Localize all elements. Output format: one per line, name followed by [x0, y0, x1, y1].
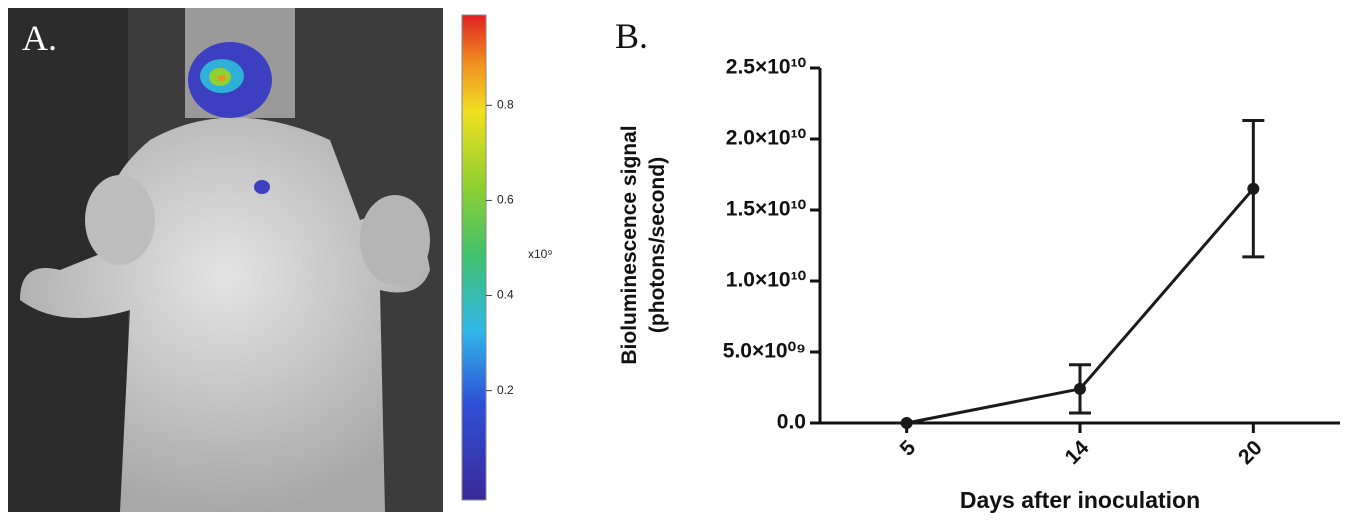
x-tick-label: 5 [896, 436, 921, 461]
x-axis-label: Days after inoculation [960, 487, 1200, 513]
y-tick-label: 5.0×10⁰⁹ [723, 340, 806, 363]
colorbar-tick-label: 0.8 [497, 98, 514, 112]
y-tick-label: 2.0×10¹⁰ [726, 127, 807, 150]
data-point [1247, 182, 1260, 195]
mouse-image [8, 8, 443, 512]
y-tick-label: 1.5×10¹⁰ [726, 198, 807, 221]
panel-label: B. [615, 16, 648, 56]
x-tick-label: 14 [1061, 436, 1094, 469]
data-point [900, 417, 913, 429]
colorbar-tick-label: 0.4 [497, 288, 514, 302]
y-axis-label: Bioluminescence signal [618, 125, 641, 364]
y-tick-label: 0.0 [777, 411, 806, 434]
y-tick-label: 2.5×10¹⁰ [726, 56, 807, 79]
colorbar [461, 14, 487, 501]
colorbar-tick-label: 0.2 [497, 383, 514, 397]
panel-label: A. [22, 18, 57, 58]
y-tick-label: 1.0×10¹⁰ [726, 269, 807, 292]
colorbar-unit: x10⁹ [528, 247, 553, 261]
colorbar-tick-label: 0.6 [497, 193, 514, 207]
x-tick-label: 20 [1234, 436, 1267, 469]
data-point [1074, 382, 1086, 395]
y-axis-label: (photons/second) [646, 157, 669, 333]
